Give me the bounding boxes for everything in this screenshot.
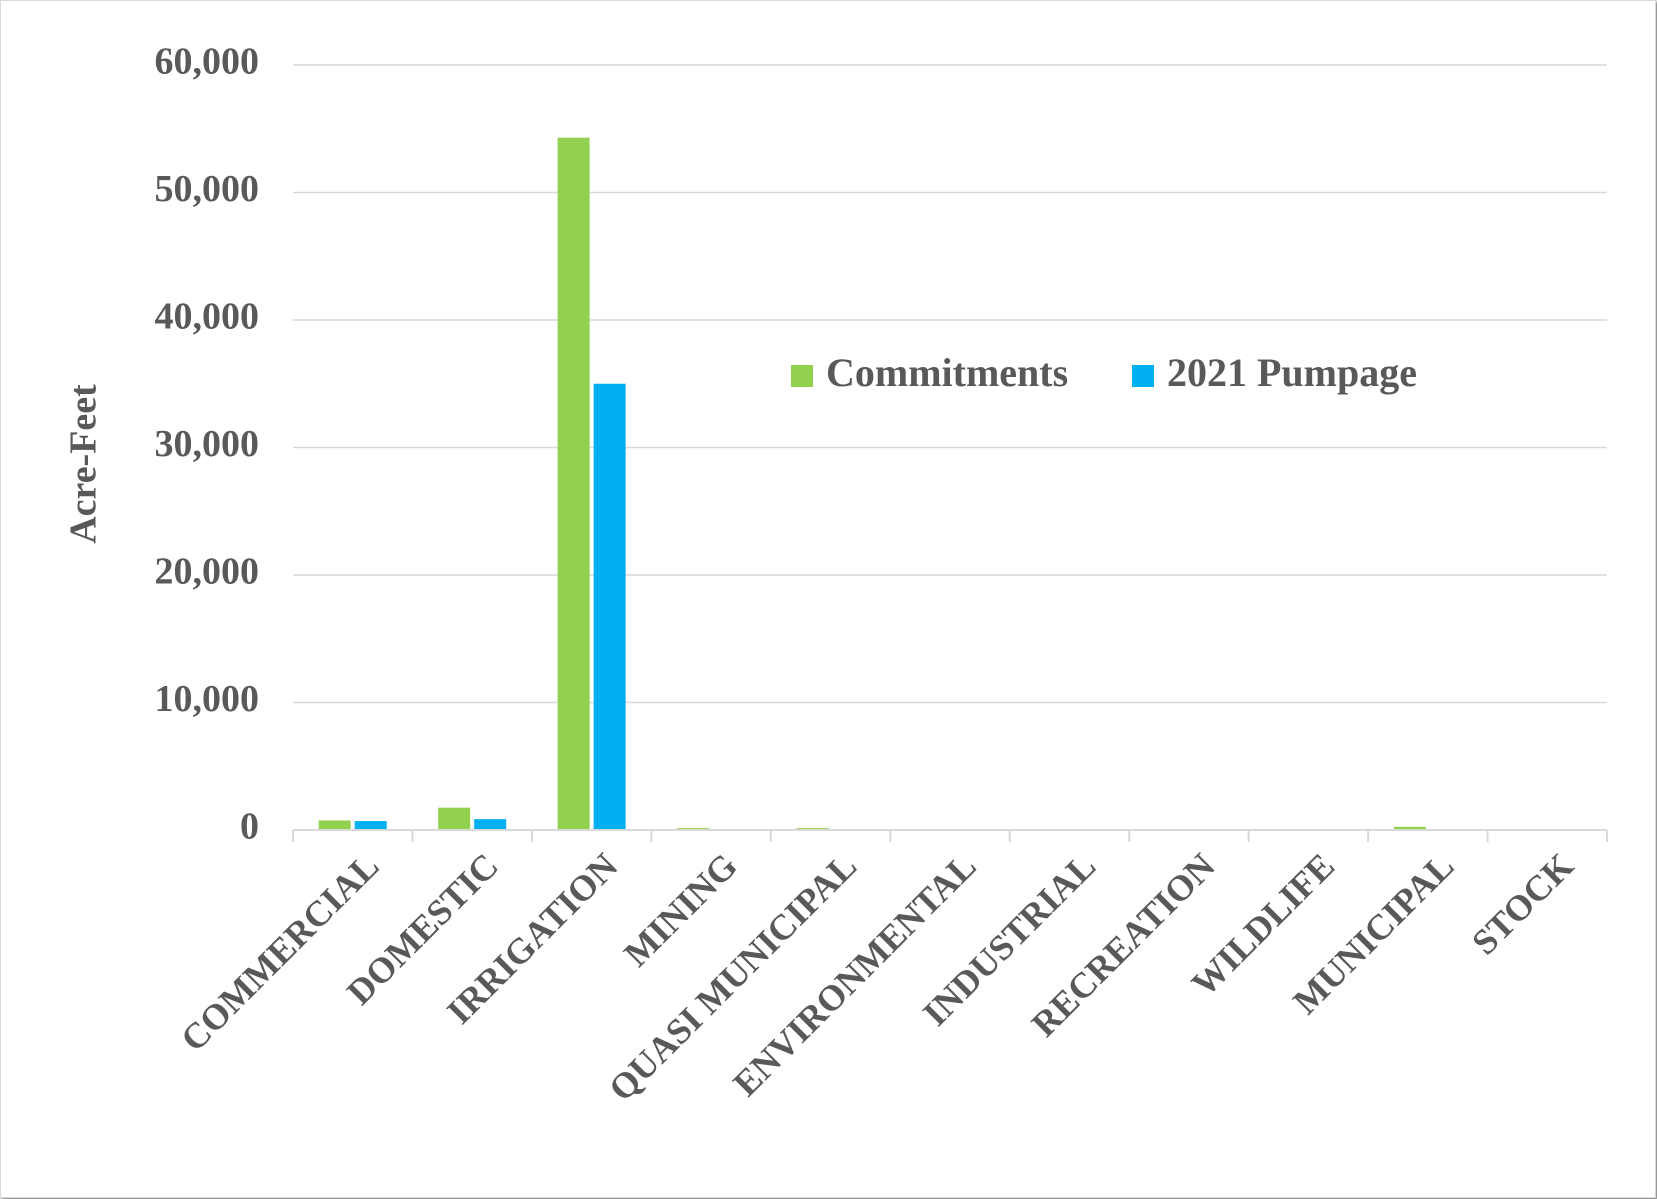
y-tick-labels: 0 10,000 20,000 30,000 40,000 50,000 60,000 (155, 41, 260, 848)
legend: Commitments 2021 Pumpage (791, 350, 1417, 395)
category-label: COMMERCIAL (173, 845, 387, 1059)
y-tick-label: 30,000 (155, 423, 260, 465)
gridlines (293, 64, 1607, 704)
y-tick-label: 20,000 (155, 551, 260, 593)
y-tick-label: 10,000 (155, 678, 260, 720)
bar-2021-pumpage-commercial (354, 821, 387, 830)
bar-commitments-domestic (438, 807, 471, 830)
legend-label: 2021 Pumpage (1167, 350, 1417, 395)
y-tick-label: 0 (240, 806, 259, 848)
bar-2021-pumpage-domestic (474, 819, 507, 830)
bar-2021-pumpage-irrigation (593, 383, 626, 830)
category-label: STOCK (1464, 845, 1581, 962)
legend-swatch (791, 365, 813, 387)
category-labels: COMMERCIALDOMESTICIRRIGATIONMININGQUASI … (173, 845, 1581, 1108)
y-axis-title: Acre-Feet (63, 384, 105, 544)
x-axis (292, 829, 1608, 842)
bar-commitments-municipal (1393, 826, 1426, 830)
y-tick-label: 60,000 (155, 41, 260, 83)
y-tick-label: 40,000 (155, 296, 260, 338)
legend-label: Commitments (826, 350, 1068, 395)
bar-commitments-irrigation (557, 137, 590, 831)
legend-swatch (1132, 365, 1154, 387)
bar-commitments-commercial (318, 820, 351, 830)
bars (318, 137, 1426, 831)
y-tick-label: 50,000 (155, 168, 260, 210)
